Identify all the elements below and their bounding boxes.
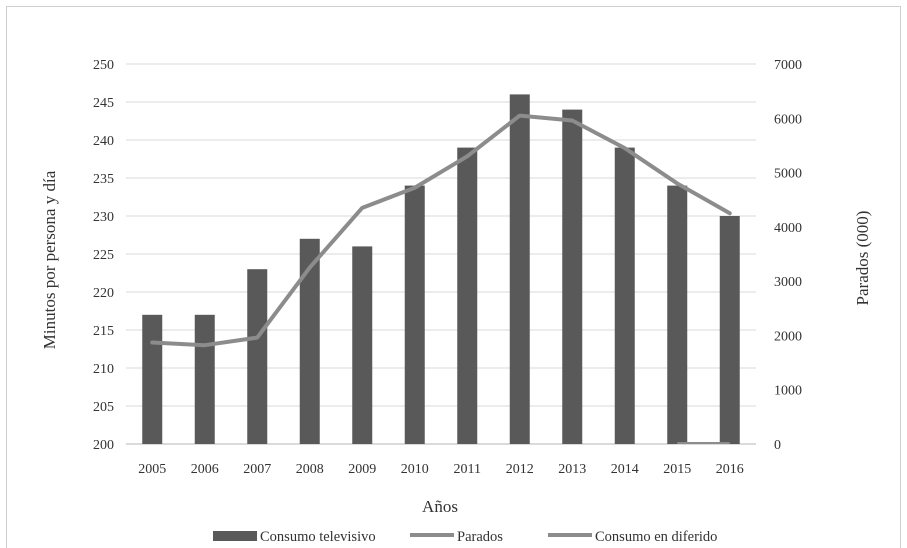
x-tick-label: 2012 — [506, 462, 534, 477]
bar-2006 — [194, 314, 215, 444]
y2-tick-label: 4000 — [774, 221, 802, 236]
bar-series-consumo-televisivo — [142, 94, 740, 445]
y2-tick-label: 3000 — [774, 275, 802, 290]
bar-2005 — [142, 314, 163, 444]
bar-2010 — [404, 185, 425, 444]
chart-frame — [6, 6, 901, 548]
bar-2011 — [457, 147, 478, 444]
x-tick-label: 2010 — [401, 462, 429, 477]
right-axis-ticks: 0 1000 2000 3000 4000 5000 6000 7000 — [774, 58, 802, 453]
y2-tick-label: 1000 — [774, 384, 802, 399]
x-tick-label: 2008 — [296, 462, 324, 477]
y-tick-label: 245 — [93, 96, 114, 111]
y2-tick-label: 6000 — [774, 112, 802, 127]
y2-axis-title: Parados (000) — [853, 211, 872, 306]
line-series — [150, 113, 732, 444]
y-tick-label: 220 — [93, 286, 114, 301]
y-tick-label: 200 — [93, 438, 114, 453]
x-tick-label: 2013 — [558, 462, 586, 477]
bar-2013 — [562, 109, 583, 444]
x-tick-label: 2006 — [191, 462, 219, 477]
y2-tick-label: 2000 — [774, 329, 802, 344]
left-axis-ticks: 200 205 210 215 220 225 230 235 240 245 250 — [93, 58, 114, 453]
legend: Consumo televisivo Parados Consumo en di… — [213, 529, 717, 545]
x-tick-label: 2009 — [348, 462, 376, 477]
y-tick-label: 250 — [93, 58, 114, 73]
x-tick-label: 2005 — [138, 462, 166, 477]
legend-label-consumo-televisivo: Consumo televisivo — [260, 529, 376, 545]
bar-2014 — [614, 147, 635, 444]
legend-swatch-parados — [410, 533, 454, 537]
legend-swatch-consumo-en-diferido — [548, 533, 592, 537]
y-tick-label: 215 — [93, 324, 114, 339]
x-tick-label: 2014 — [611, 462, 639, 477]
y-axis-title: Minutos por persona y día — [40, 170, 59, 349]
y-tick-label: 225 — [93, 248, 114, 263]
x-tick-label: 2011 — [454, 462, 481, 477]
y-tick-label: 230 — [93, 210, 114, 225]
y-tick-label: 205 — [93, 400, 114, 415]
y-tick-label: 210 — [93, 362, 114, 377]
y-tick-label: 235 — [93, 172, 114, 187]
gridlines — [126, 63, 756, 445]
bar-2016 — [719, 216, 740, 444]
x-tick-label: 2016 — [716, 462, 744, 477]
y2-tick-label: 0 — [774, 438, 781, 453]
bar-2015 — [667, 185, 688, 444]
y2-tick-label: 7000 — [774, 58, 802, 73]
y2-tick-label: 5000 — [774, 167, 802, 182]
x-axis-ticks: 2005 2006 2007 2008 2009 2010 2011 2012 2013 2014… — [138, 462, 744, 477]
y-tick-label: 240 — [93, 134, 114, 149]
x-tick-label: 2007 — [243, 462, 271, 477]
legend-label-parados: Parados — [457, 529, 503, 545]
line-parados — [150, 113, 732, 348]
bar-2012 — [509, 94, 530, 445]
bar-2009 — [352, 246, 373, 444]
bar-2008 — [299, 238, 320, 444]
legend-swatch-consumo-televisivo — [213, 531, 257, 541]
legend-label-consumo-en-diferido: Consumo en diferido — [595, 529, 717, 545]
x-tick-label: 2015 — [663, 462, 691, 477]
x-axis-title: Años — [422, 497, 458, 516]
bar-2007 — [247, 269, 268, 444]
